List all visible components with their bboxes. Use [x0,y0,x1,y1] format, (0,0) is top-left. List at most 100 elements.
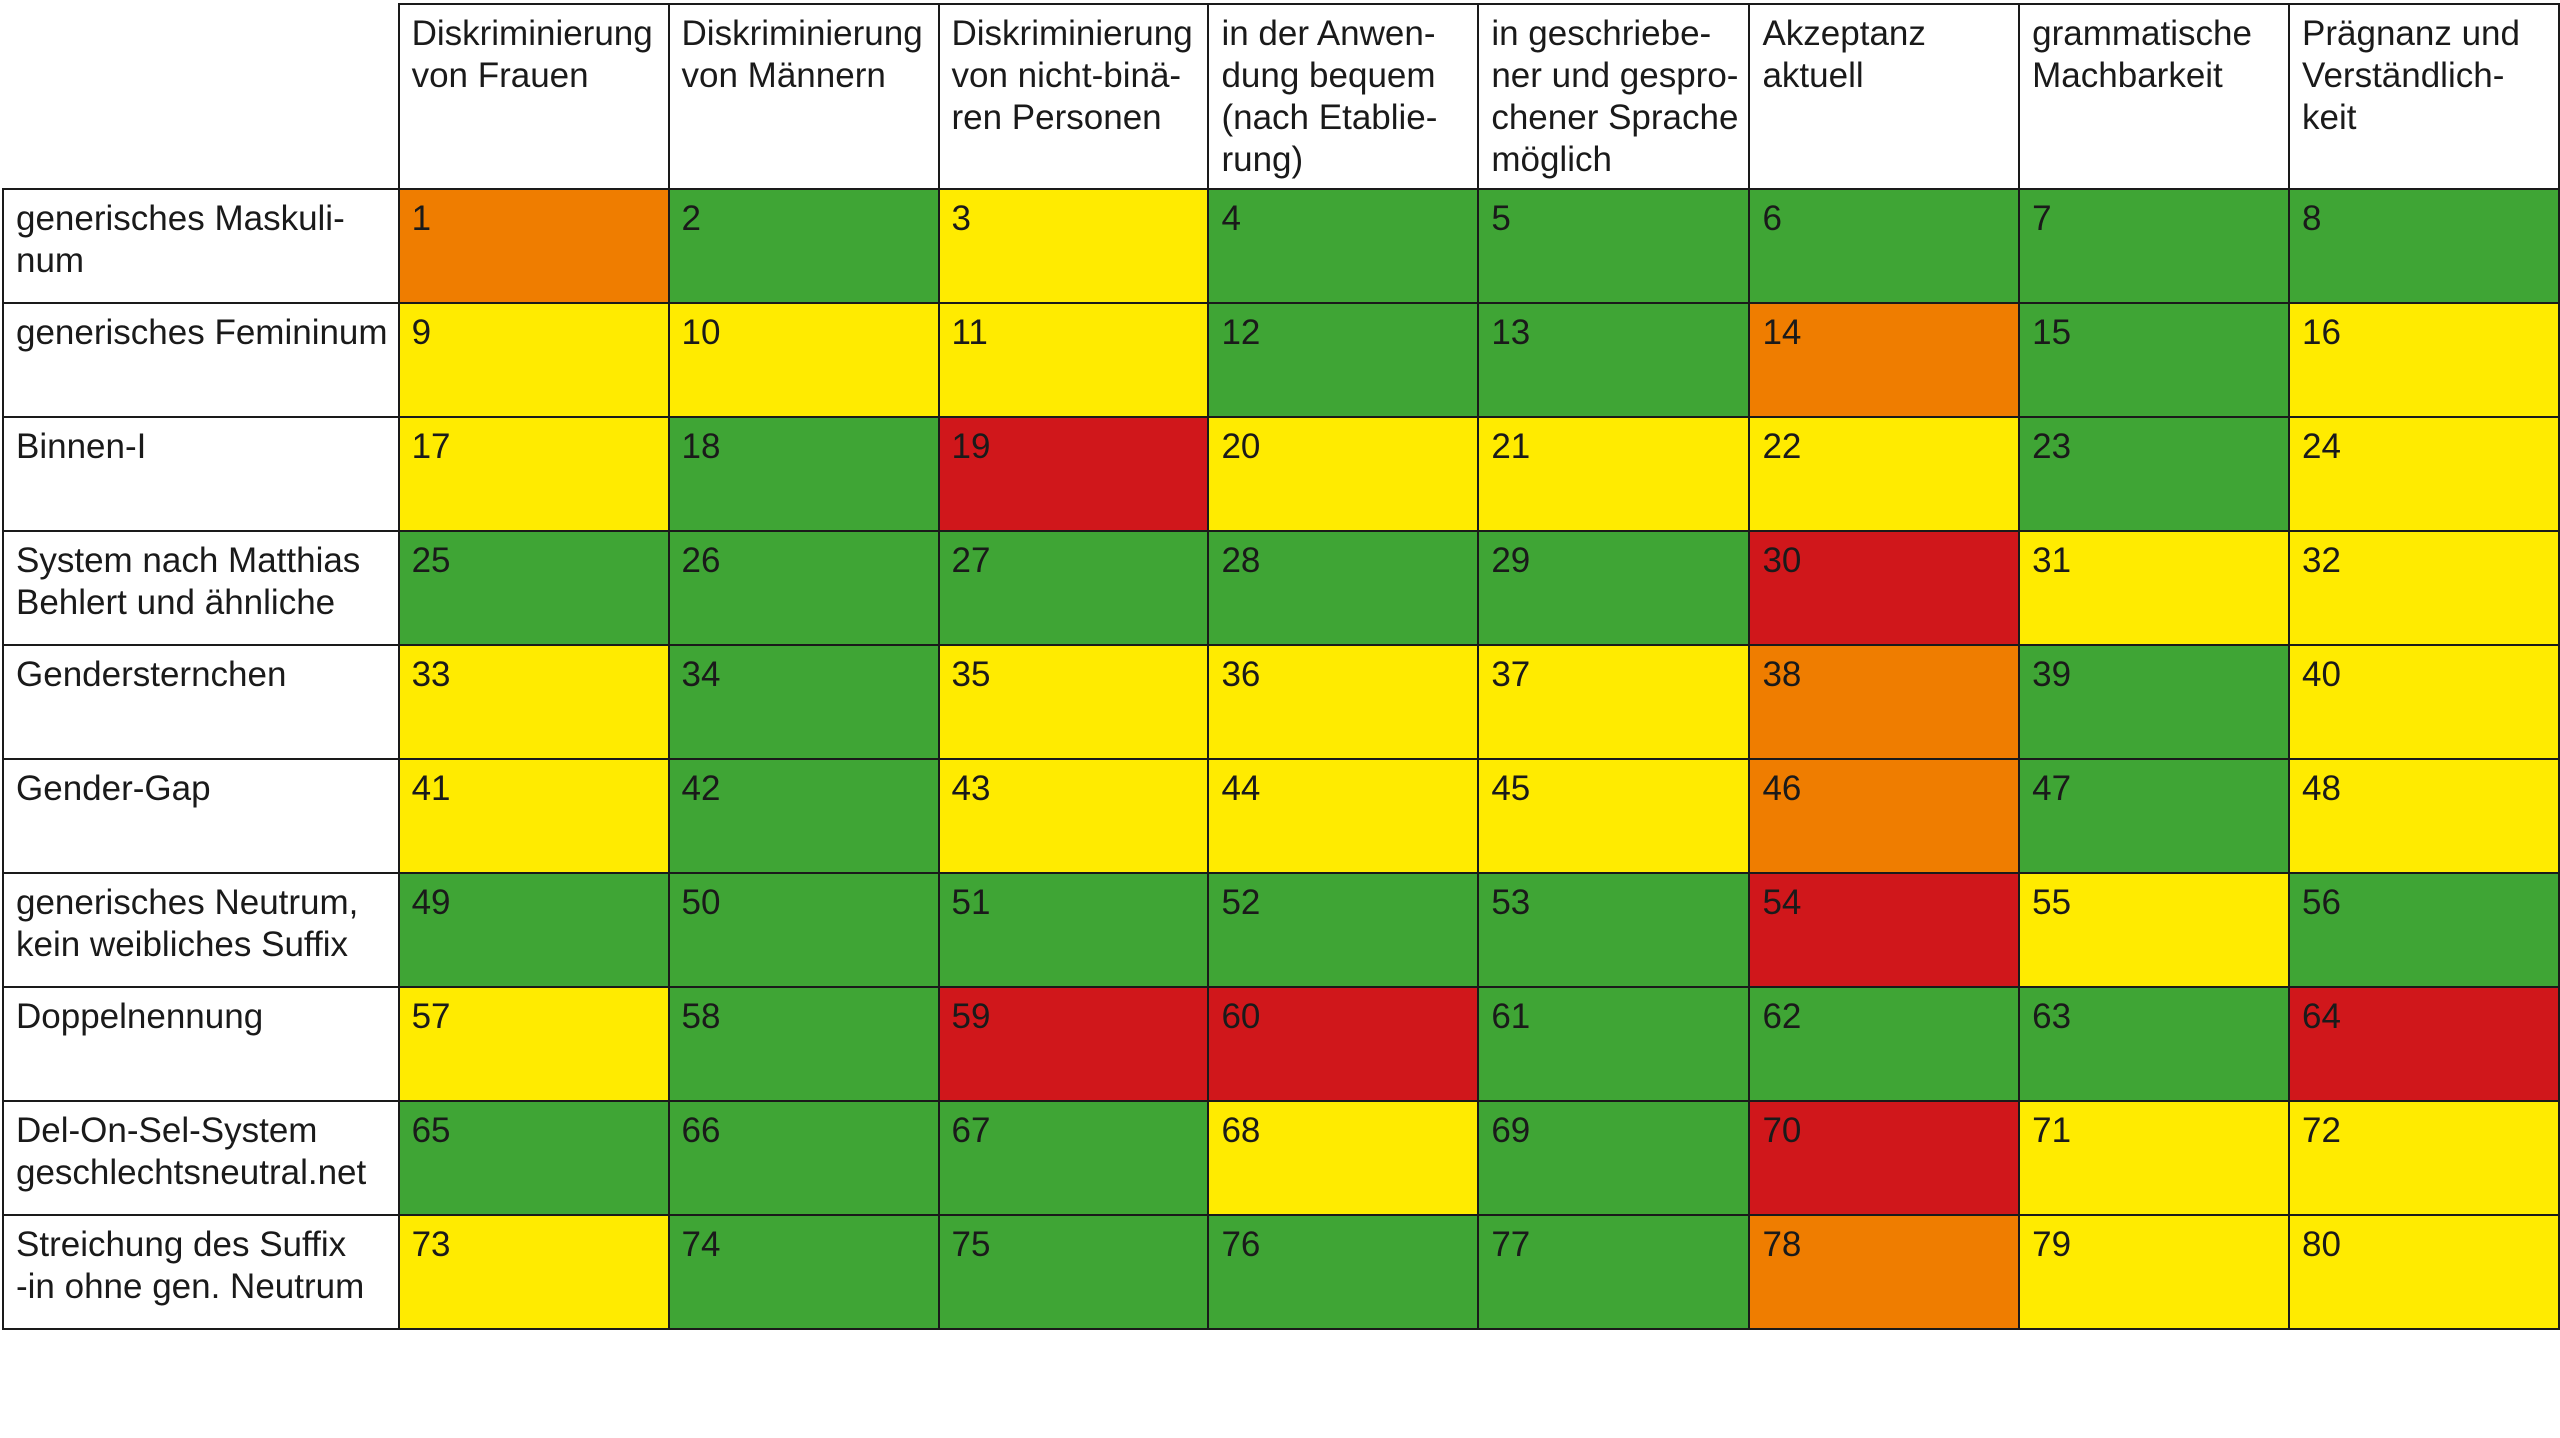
cell-number: 43 [951,769,991,808]
cell-number: 4 [1221,199,1241,238]
cell-number: 79 [2032,1225,2072,1264]
rating-cell: 18 [667,416,940,532]
row-header: Gender-Gap [2,758,400,874]
rating-cell: 27 [937,530,1210,646]
rating-cell: 25 [397,530,670,646]
column-header: Diskriminierung von nicht-binä-ren Person… [937,3,1210,190]
rating-cell: 53 [1477,872,1751,988]
row-header: Streichung des Suffix -in ohne gen. Neutr… [2,1214,400,1330]
text-line: generisches Neutrum, [16,883,359,922]
rating-cell: 19 [937,416,1210,532]
rating-cell: 12 [1207,302,1480,418]
cell-number: 39 [2032,655,2072,694]
cell-number: 56 [2302,883,2341,922]
rating-cell: 39 [2018,644,2291,760]
text-line: möglich [1491,140,1612,179]
cell-number: 10 [681,313,721,352]
rating-cell: 78 [1748,1214,2021,1330]
cell-number: 45 [1491,769,1531,808]
row-header: generisches Maskuli-num [2,188,400,304]
column-header: in der Anwen-dung bequem (nach Etablie-ru… [1207,3,1480,190]
rating-cell: 29 [1477,530,1751,646]
rating-cell: 13 [1477,302,1751,418]
text-line: Machbarkeit [2032,56,2223,95]
text-line: in geschriebe- [1491,14,1712,53]
cell-number: 42 [681,769,721,808]
text-line: aktuell [1762,56,1864,95]
text-line: grammatische [2032,14,2252,53]
cell-number: 2 [681,199,701,238]
rating-cell: 36 [1207,644,1480,760]
rating-cell: 62 [1748,986,2021,1102]
rating-cell: 49 [397,872,670,988]
row-header: Del-On-Sel-System geschlechtsneutral.net [2,1100,400,1216]
cell-number: 57 [411,997,451,1036]
rating-cell: 75 [937,1214,1210,1330]
cell-number: 46 [1762,769,1802,808]
cell-number: 78 [1762,1225,1802,1264]
cell-number: 9 [411,313,432,352]
table-row: Gender-Gap 41 42 43 44 45 46 47 48 [2,758,2560,874]
cell-number: 21 [1491,427,1531,466]
rating-cell: 74 [667,1214,940,1330]
rating-cell: 43 [937,758,1210,874]
text-line: Verständlich- [2302,56,2505,95]
cell-number: 40 [2302,655,2341,694]
rating-cell: 48 [2288,758,2560,874]
rating-cell: 50 [667,872,940,988]
cell-number: 6 [1762,199,1782,238]
cell-number: 66 [681,1111,721,1150]
cell-number: 30 [1762,541,1802,580]
cell-number: 15 [2032,313,2072,352]
rating-cell: 28 [1207,530,1480,646]
rating-cell: 64 [2288,986,2560,1102]
rating-cell: 63 [2018,986,2291,1102]
cell-number: 74 [681,1225,721,1264]
row-header: Gendersternchen [2,644,400,760]
text-line: Gender-Gap [16,769,211,808]
rating-cell: 3 [937,188,1210,304]
cell-number: 17 [411,427,451,466]
text-line: generisches Femininum [16,313,388,352]
rating-cell: 7 [2018,188,2291,304]
cell-number: 25 [411,541,451,580]
rating-cell: 15 [2018,302,2291,418]
rating-cell: 60 [1207,986,1480,1102]
text-line: keit [2302,98,2357,137]
row-header: Doppelnennung [2,986,400,1102]
rating-cell: 71 [2018,1100,2291,1216]
cell-number: 33 [411,655,451,694]
cell-number: 27 [951,541,991,580]
rating-cell: 16 [2288,302,2560,418]
rating-cell: 23 [2018,416,2291,532]
rating-cell: 61 [1477,986,1751,1102]
table-body: generisches Maskuli-num 1 2 3 4 5 6 7 8 generisch… [2,188,2560,1330]
rating-cell: 56 [2288,872,2560,988]
text-line: Behlert und ähnliche [16,583,336,622]
cell-number: 16 [2302,313,2341,352]
cell-number: 23 [2032,427,2072,466]
rating-cell: 69 [1477,1100,1751,1216]
cell-number: 14 [1762,313,1802,352]
cell-number: 75 [951,1225,991,1264]
rating-cell: 76 [1207,1214,1480,1330]
text-line: von Männern [681,56,886,95]
cell-number: 36 [1221,655,1261,694]
row-header: generisches Neutrum, kein weibliches Suff… [2,872,400,988]
text-line: generisches Maskuli- [16,199,345,238]
rating-cell: 72 [2288,1100,2560,1216]
column-header: Diskriminierung von Männern [667,3,940,190]
rating-cell: 2 [667,188,940,304]
rating-cell: 42 [667,758,940,874]
row-header: System nach Matthias Behlert und ähnliche [2,530,400,646]
cell-number: 34 [681,655,721,694]
table-row: Binnen-I 17 18 19 20 21 22 23 24 [2,416,2560,532]
cell-number: 72 [2302,1111,2341,1150]
rating-cell: 1 [397,188,670,304]
rating-cell: 77 [1477,1214,1751,1330]
rating-cell: 46 [1748,758,2021,874]
cell-number: 44 [1221,769,1261,808]
rating-cell: 79 [2018,1214,2291,1330]
cell-number: 19 [951,427,991,466]
cell-number: 63 [2032,997,2072,1036]
